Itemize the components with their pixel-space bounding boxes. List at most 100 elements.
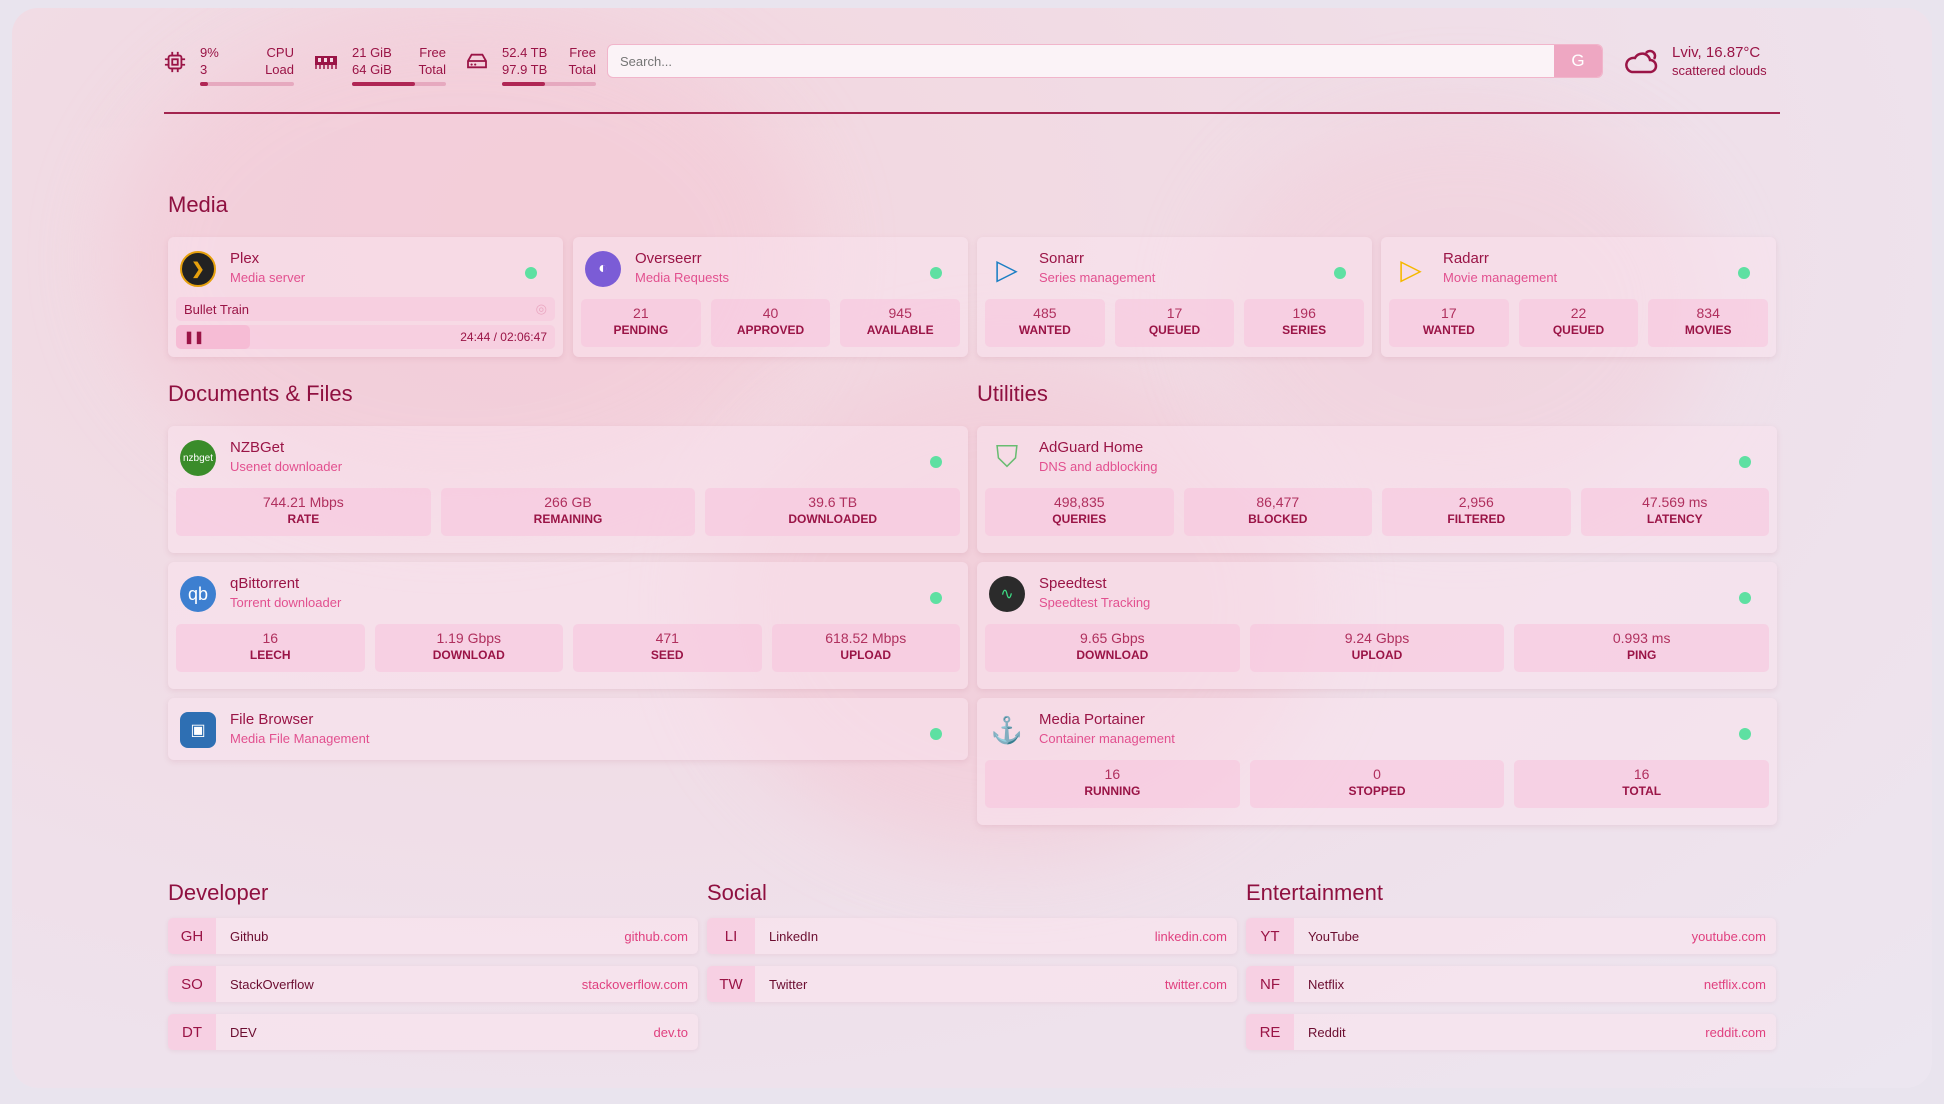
stat-block: 266 GB REMAINING	[440, 488, 696, 536]
cpu-bar	[200, 82, 294, 86]
stat-value: 40	[762, 305, 779, 321]
stat-block: 0 STOPPED	[1249, 760, 1505, 808]
portainer-card[interactable]: ⚓ Media Portainer Container management 16 RU…	[977, 698, 1777, 825]
bookmark-abbr: SO	[168, 966, 216, 1002]
stat-value: 21	[633, 305, 649, 321]
overseerr-card[interactable]: ◐ Overseerr Media Requests 21 PENDING 40 APPRO…	[573, 237, 968, 357]
stat-value: 22	[1570, 305, 1587, 321]
stat-block: 9.65 Gbps DOWNLOAD	[985, 624, 1240, 672]
service-title: Radarr	[1443, 250, 1489, 267]
stat-label: WANTED	[1422, 323, 1475, 337]
bookmark-abbr: RE	[1246, 1014, 1294, 1050]
stats-row: 9.65 Gbps DOWNLOAD 9.24 Gbps UPLOAD 0.993 ms…	[985, 624, 1770, 672]
stat-label: UPLOAD	[840, 648, 892, 662]
search-input[interactable]	[608, 45, 1554, 77]
bookmark-link[interactable]: YT YouTube youtube.com	[1246, 918, 1776, 954]
status-dot	[930, 456, 942, 468]
bookmark-name: Github	[230, 928, 269, 944]
free-label: Free	[569, 45, 596, 60]
ram-total: 64 GiB	[352, 62, 392, 77]
stat-value: 834	[1696, 305, 1720, 321]
bookmark-abbr: NF	[1246, 966, 1294, 1002]
stat-label: LEECH	[249, 648, 291, 662]
service-subtitle: Speedtest Tracking	[1039, 595, 1151, 610]
status-dot	[930, 728, 942, 740]
ram-bar	[352, 82, 446, 86]
plex-icon: ❯	[180, 251, 216, 287]
bookmark-abbr: DT	[168, 1014, 216, 1050]
hard-drive-icon	[467, 53, 487, 69]
memory-widget: 21 GiB 64 GiB Free Total	[314, 44, 446, 86]
stat-block: 834 MOVIES	[1648, 299, 1769, 347]
stat-value: 471	[655, 630, 679, 646]
bookmark-name: LinkedIn	[769, 928, 819, 944]
stat-label: AVAILABLE	[866, 323, 934, 337]
weather-location: Lviv, 16.87°C	[1672, 44, 1761, 61]
total-label: Total	[568, 62, 596, 77]
sonarr-card[interactable]: ▷ Sonarr Series management 485 WANTED 17 QUEUE…	[977, 237, 1372, 357]
stat-block: 17 QUEUED	[1114, 299, 1235, 347]
status-dot	[1738, 267, 1750, 279]
stat-value: 86,477	[1256, 494, 1300, 510]
stats-row: 21 PENDING 40 APPROVED 945 AVAILABLE	[581, 299, 961, 347]
bookmark-name: Netflix	[1308, 976, 1345, 992]
stat-block: 945 AVAILABLE	[840, 299, 961, 347]
bookmark-link[interactable]: SO StackOverflow stackoverflow.com	[168, 966, 698, 1002]
stat-label: DOWNLOAD	[432, 648, 505, 662]
filebrowser-card[interactable]: ▣ File Browser Media File Management	[168, 698, 968, 760]
bookmark-url: reddit.com	[1705, 1024, 1766, 1040]
stat-label: TOTAL	[1622, 784, 1662, 798]
stat-value: 485	[1033, 305, 1057, 321]
bookmark-abbr: YT	[1246, 918, 1294, 954]
radarr-card[interactable]: ▷ Radarr Movie management 17 WANTED 22 QUEUED 8…	[1381, 237, 1776, 357]
bookmark-url: linkedin.com	[1154, 928, 1227, 944]
bookmark-name: Twitter	[769, 976, 808, 992]
header-divider	[164, 112, 1780, 114]
stat-label: PENDING	[613, 323, 669, 337]
stat-block: 485 WANTED	[985, 299, 1105, 347]
stat-value: 47.569 ms	[1642, 494, 1708, 510]
bookmark-link[interactable]: LI LinkedIn linkedin.com	[707, 918, 1237, 954]
section-heading-bookmarks: Social	[707, 880, 767, 905]
bookmark-link[interactable]: DT DEV dev.to	[168, 1014, 698, 1050]
speedtest-card[interactable]: ∿ Speedtest Speedtest Tracking 9.65 Gbps DOW…	[977, 562, 1777, 689]
stat-value: 618.52 Mbps	[825, 630, 907, 646]
load-label: Load	[265, 62, 294, 77]
stat-label: DOWNLOAD	[1076, 648, 1149, 662]
speedtest-pulse-icon: ∿	[989, 576, 1025, 612]
status-dot	[525, 267, 537, 279]
stat-block: 498,835 QUERIES	[985, 488, 1174, 536]
section-heading-utilities: Utilities	[977, 381, 1048, 406]
search-box: G	[607, 44, 1603, 78]
bookmark-link[interactable]: TW Twitter twitter.com	[707, 966, 1237, 1002]
stat-block: 40 APPROVED	[710, 299, 831, 347]
stat-value: 1.19 Gbps	[436, 630, 502, 646]
stat-label: WANTED	[1018, 323, 1071, 337]
service-subtitle: Media Requests	[635, 270, 729, 285]
stat-label: RATE	[287, 512, 320, 526]
bookmark-link[interactable]: GH Github github.com	[168, 918, 698, 954]
qbittorrent-card[interactable]: qb qBittorrent Torrent downloader 16 LEECH 1.…	[168, 562, 968, 689]
now-playing: Bullet Train ◎	[176, 297, 555, 321]
stat-block: 618.52 Mbps UPLOAD	[771, 624, 960, 672]
stat-value: 39.6 TB	[808, 494, 858, 510]
disk-total: 97.9 TB	[502, 62, 548, 77]
stat-block: 86,477 BLOCKED	[1183, 488, 1372, 536]
stat-value: 9.24 Gbps	[1344, 630, 1410, 646]
search-button[interactable]: G	[1554, 45, 1602, 77]
bookmark-link[interactable]: RE Reddit reddit.com	[1246, 1014, 1776, 1050]
adguard-card[interactable]: ⛉ AdGuard Home DNS and adblocking 498,835 QU…	[977, 426, 1777, 553]
stat-block: 22 QUEUED	[1518, 299, 1639, 347]
stat-block: 21 PENDING	[581, 299, 701, 347]
disk-bar	[502, 82, 596, 86]
status-dot	[1334, 267, 1346, 279]
bookmark-abbr: LI	[707, 918, 755, 954]
nzbget-card[interactable]: nzbget NZBGet Usenet downloader 744.21 Mbps…	[168, 426, 968, 553]
plex-card[interactable]: ❯ Plex Media server Bullet Train ◎ ❚❚ 24:44 …	[168, 237, 563, 357]
section-heading-bookmarks: Developer	[168, 880, 269, 905]
bookmark-link[interactable]: NF Netflix netflix.com	[1246, 966, 1776, 1002]
service-subtitle: Media server	[230, 270, 306, 285]
pause-icon[interactable]: ❚❚	[184, 330, 205, 344]
service-subtitle: Series management	[1039, 270, 1156, 285]
stat-label: UPLOAD	[1351, 648, 1403, 662]
